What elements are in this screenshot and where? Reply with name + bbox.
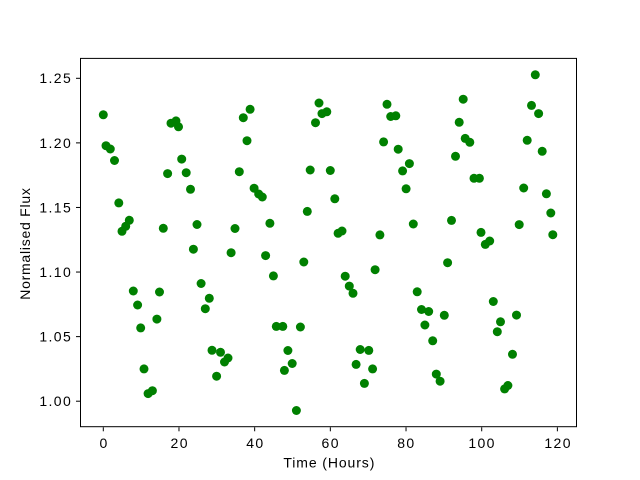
svg-text:0: 0 [99, 435, 108, 451]
svg-text:1.00: 1.00 [39, 393, 72, 409]
svg-text:40: 40 [246, 435, 264, 451]
svg-text:100: 100 [468, 435, 496, 451]
svg-text:Time (Hours): Time (Hours) [283, 455, 375, 471]
svg-text:80: 80 [397, 435, 415, 451]
svg-text:Normalised Flux: Normalised Flux [17, 187, 33, 299]
svg-text:1.10: 1.10 [39, 264, 72, 280]
svg-text:20: 20 [171, 435, 189, 451]
svg-text:1.15: 1.15 [39, 199, 72, 215]
svg-text:1.25: 1.25 [39, 70, 72, 86]
svg-text:1.20: 1.20 [39, 135, 72, 151]
svg-text:120: 120 [544, 435, 572, 451]
svg-text:1.05: 1.05 [39, 329, 72, 345]
svg-text:60: 60 [322, 435, 340, 451]
